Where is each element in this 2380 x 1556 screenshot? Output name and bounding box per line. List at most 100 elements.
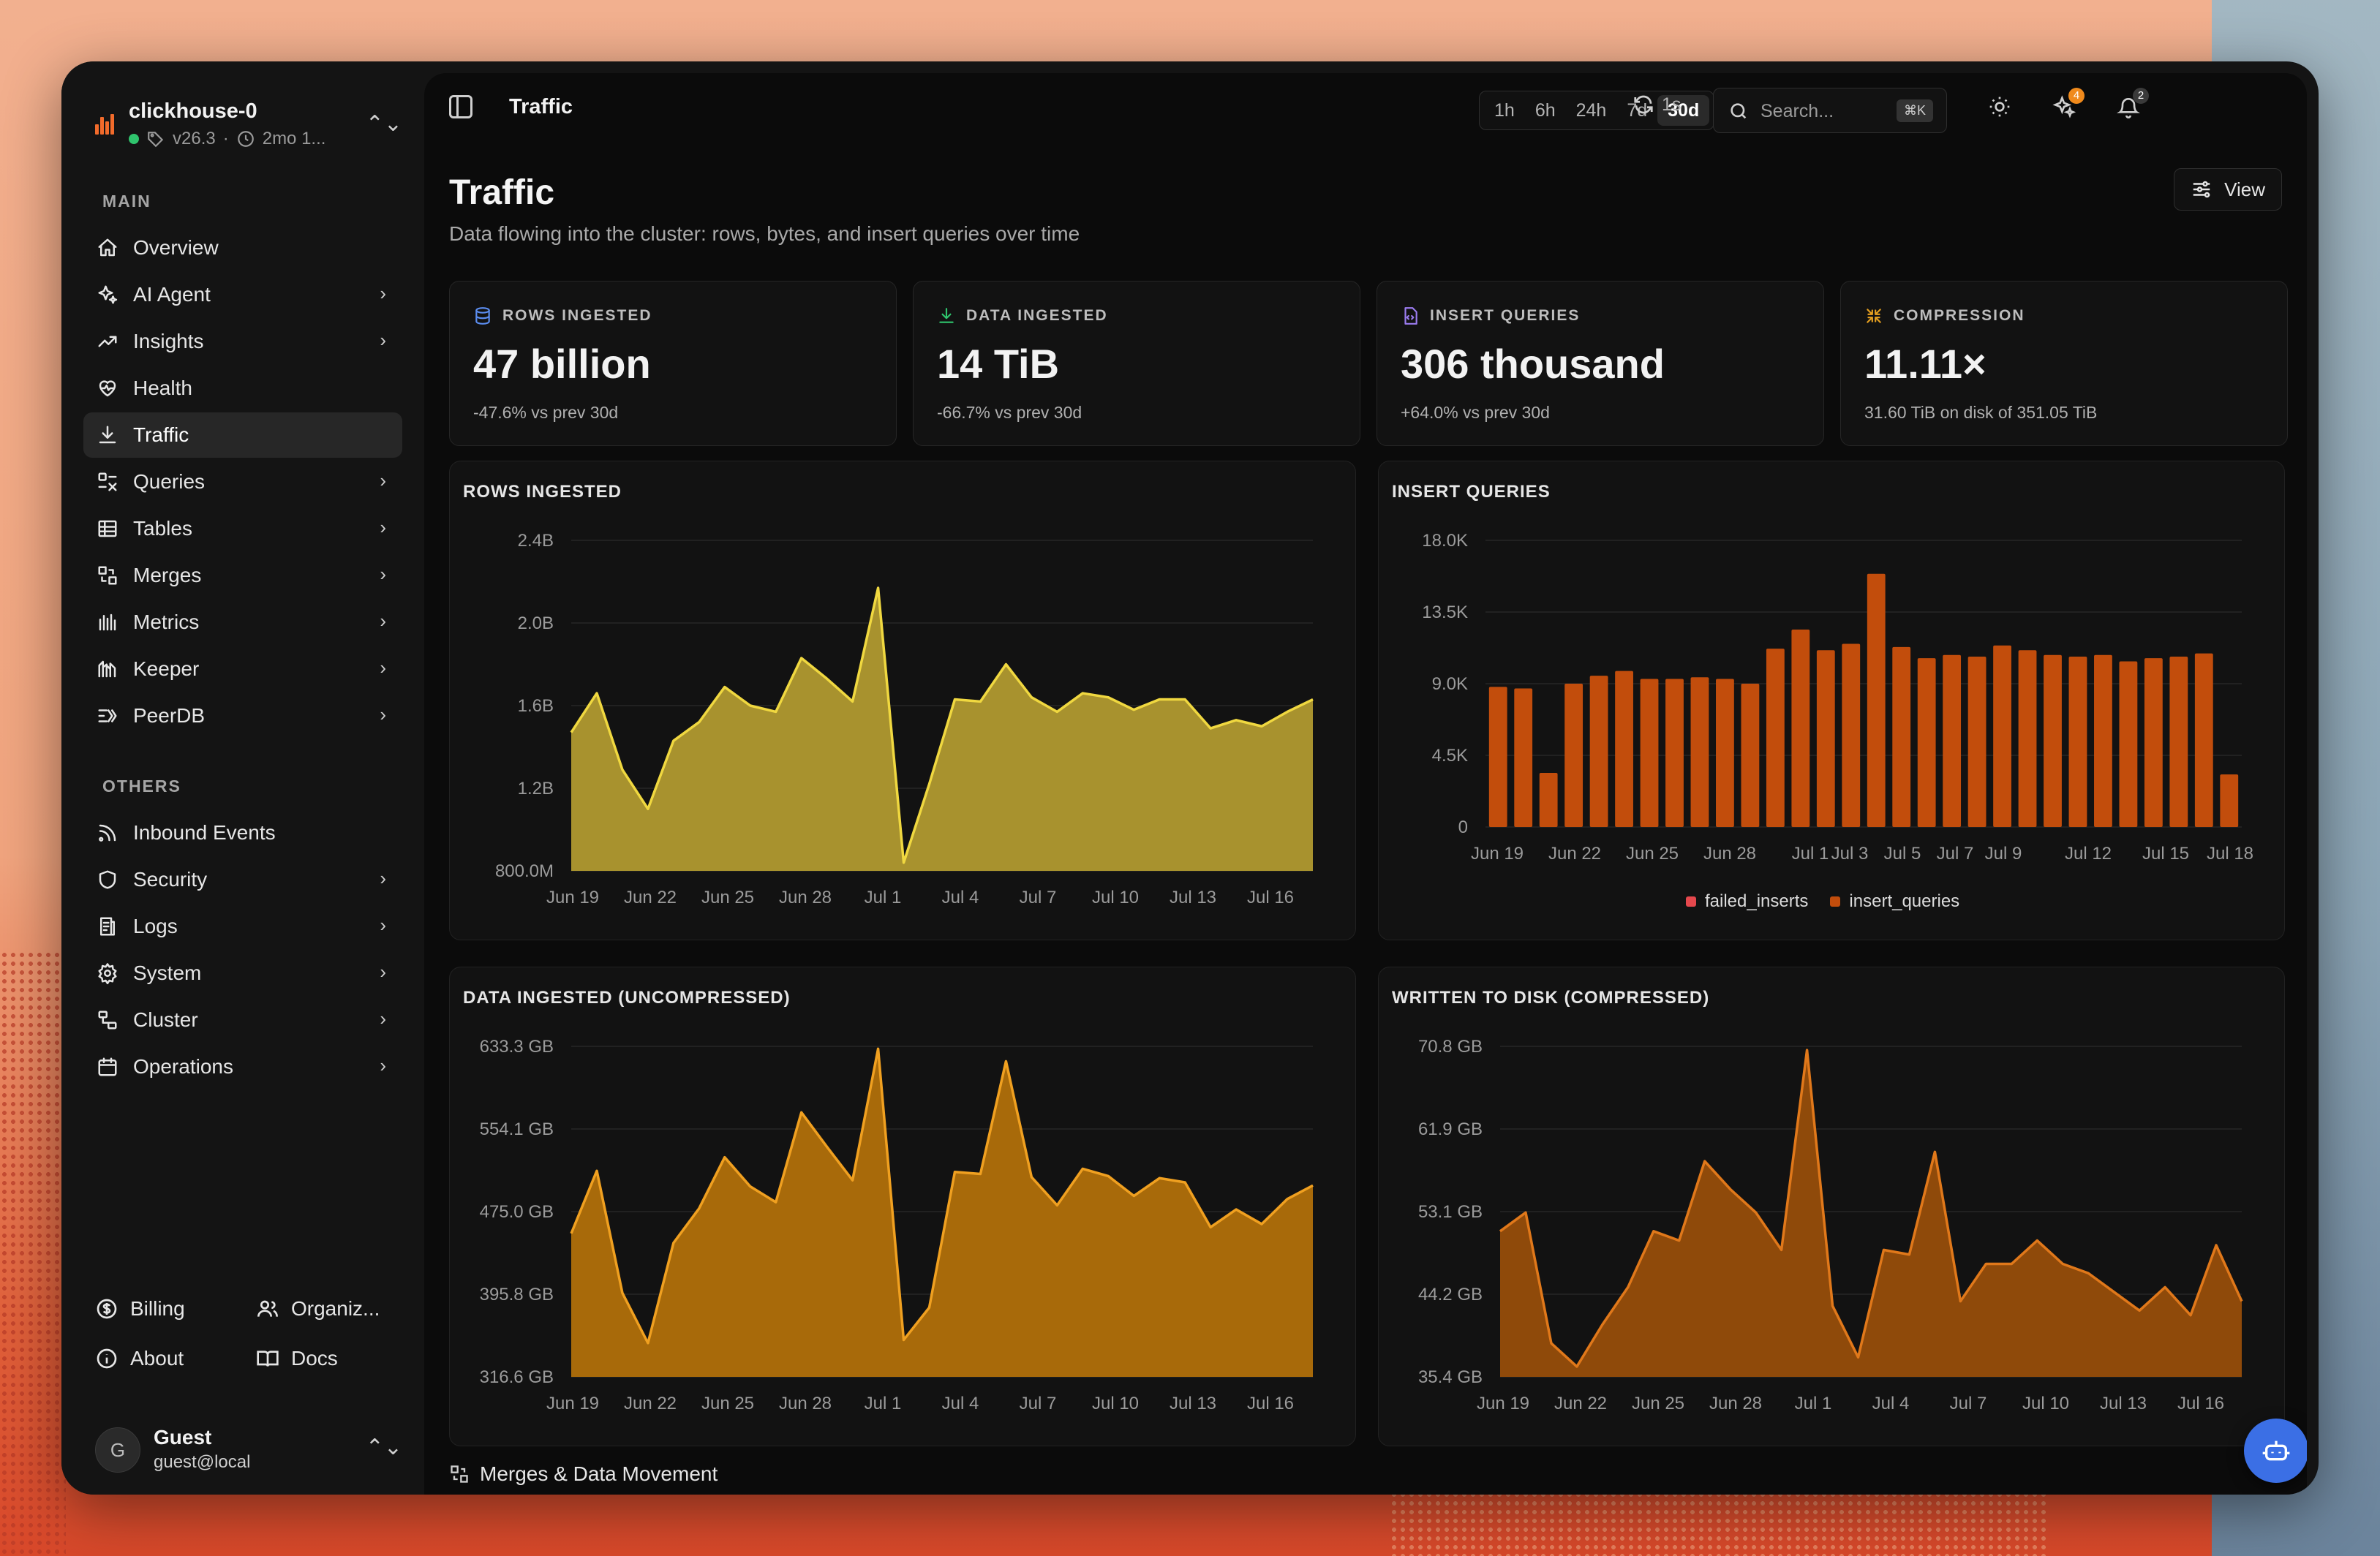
sidebar-item-label: AI Agent bbox=[133, 283, 211, 306]
chevron-right-icon: › bbox=[380, 563, 386, 585]
auto-refresh-button[interactable]: 1s bbox=[1633, 94, 1681, 116]
sidebar-item-keeper[interactable]: Keeper › bbox=[83, 646, 402, 692]
y-tick-label: 13.5K bbox=[1422, 603, 1468, 622]
peerdb-icon bbox=[98, 709, 117, 722]
bar-insert-queries[interactable] bbox=[1514, 688, 1533, 827]
range-option-1h[interactable]: 1h bbox=[1494, 100, 1515, 121]
x-tick-label: Jul 13 bbox=[2100, 1394, 2147, 1413]
bar-insert-queries[interactable] bbox=[1564, 684, 1583, 827]
bar-insert-queries[interactable] bbox=[1993, 645, 2011, 827]
x-tick-label: Jul 13 bbox=[1170, 1394, 1216, 1413]
stat-delta: 31.60 TiB on disk of 351.05 TiB bbox=[1864, 403, 2098, 422]
sidebar-item-cluster[interactable]: Cluster › bbox=[83, 997, 402, 1043]
x-tick-label: Jun 28 bbox=[1709, 1394, 1762, 1413]
y-tick-label: 70.8 GB bbox=[1418, 1037, 1483, 1057]
bar-insert-queries[interactable] bbox=[1716, 679, 1734, 827]
docs-link[interactable]: Docs bbox=[256, 1347, 338, 1370]
sidebar-item-overview[interactable]: Overview bbox=[83, 225, 402, 271]
x-tick-label: Jul 7 bbox=[1937, 844, 1974, 864]
bell-icon bbox=[2117, 98, 2140, 118]
main-content: Traffic 1h 6h 24h 7d 30d 1s Search... ⌘K 4 2 bbox=[424, 73, 2307, 1495]
bar-insert-queries[interactable] bbox=[1615, 671, 1633, 827]
view-options-button[interactable]: View bbox=[2174, 168, 2282, 211]
range-option-30d[interactable]: 30d bbox=[1657, 95, 1710, 126]
user-menu[interactable]: G Guest guest@local ⌃⌄ bbox=[95, 1421, 402, 1474]
bar-insert-queries[interactable] bbox=[1589, 676, 1608, 827]
x-tick-label: Jul 16 bbox=[1247, 888, 1294, 907]
bar-insert-queries[interactable] bbox=[1539, 772, 1558, 827]
users-icon bbox=[257, 1300, 278, 1317]
ai-agent-button[interactable]: 4 bbox=[2049, 88, 2085, 121]
bar-insert-queries[interactable] bbox=[1640, 679, 1659, 827]
range-option-6h[interactable]: 6h bbox=[1534, 100, 1556, 121]
sidebar-item-tables[interactable]: Tables › bbox=[83, 506, 402, 551]
main-nav: Overview AI Agent › Insights › Health Traffic Q… bbox=[83, 225, 402, 740]
sidebar-item-logs[interactable]: Logs › bbox=[83, 904, 402, 949]
bar-insert-queries[interactable] bbox=[1867, 573, 1886, 827]
sidebar-item-operations[interactable]: Operations › bbox=[83, 1044, 402, 1089]
merges-section-header[interactable]: Merges & Data Movement bbox=[449, 1462, 718, 1486]
x-tick-label: Jul 9 bbox=[1985, 844, 2022, 864]
insert-queries-chart: 0 4.5K 9.0K 13.5K 18.0K Jun 19 Jun 22 Jun 25 Jun… bbox=[1422, 531, 2253, 864]
bar-insert-queries[interactable] bbox=[2068, 656, 2087, 827]
legend-item-insert-queries[interactable]: insert_queries bbox=[1830, 891, 1959, 912]
bar-insert-queries[interactable] bbox=[1892, 646, 1911, 827]
sun-icon bbox=[1989, 97, 2010, 117]
ai-assistant-fab[interactable] bbox=[2244, 1419, 2307, 1483]
about-link[interactable]: About bbox=[95, 1347, 184, 1370]
bar-insert-queries[interactable] bbox=[1665, 679, 1684, 827]
sidebar-item-health[interactable]: Health bbox=[83, 366, 402, 411]
bar-insert-queries[interactable] bbox=[1488, 687, 1507, 827]
series-line[interactable] bbox=[1499, 1049, 2243, 1368]
bar-insert-queries[interactable] bbox=[1816, 650, 1835, 827]
stat-label: DATA INGESTED bbox=[966, 307, 1108, 324]
search-input[interactable]: Search... ⌘K bbox=[1713, 88, 1947, 133]
legend-item-failed-inserts[interactable]: failed_inserts bbox=[1686, 891, 1808, 912]
section-label-main: MAIN bbox=[102, 192, 151, 211]
billing-link[interactable]: Billing bbox=[95, 1297, 185, 1321]
bar-insert-queries[interactable] bbox=[2144, 658, 2163, 827]
bar-insert-queries[interactable] bbox=[1943, 654, 1962, 827]
sidebar-item-insights[interactable]: Insights › bbox=[83, 319, 402, 364]
sidebar-item-security[interactable]: Security › bbox=[83, 857, 402, 902]
chevron-right-icon: › bbox=[380, 1008, 386, 1030]
bar-insert-queries[interactable] bbox=[1741, 684, 1760, 827]
series-line[interactable] bbox=[570, 1047, 1314, 1345]
bar-insert-queries[interactable] bbox=[1791, 629, 1810, 827]
bar-insert-queries[interactable] bbox=[2094, 654, 2112, 827]
bar-insert-queries[interactable] bbox=[1967, 656, 1987, 827]
sidebar-item-label: Merges bbox=[133, 564, 202, 586]
sidebar-item-merges[interactable]: Merges › bbox=[83, 553, 402, 598]
sidebar-item-metrics[interactable]: Metrics › bbox=[83, 600, 402, 645]
notifications-button[interactable]: 2 bbox=[2114, 88, 2149, 121]
bar-insert-queries[interactable] bbox=[2220, 774, 2239, 827]
stat-delta: -47.6% vs prev 30d bbox=[473, 403, 619, 422]
sidebar-item-traffic[interactable]: Traffic bbox=[83, 412, 402, 458]
bar-insert-queries[interactable] bbox=[2169, 656, 2188, 827]
compress-icon bbox=[1867, 309, 1881, 323]
bar-insert-queries[interactable] bbox=[1690, 677, 1709, 827]
sidebar-item-ai-agent[interactable]: AI Agent › bbox=[83, 272, 402, 317]
x-tick-label: Jun 19 bbox=[1477, 1394, 1529, 1413]
series-line[interactable] bbox=[570, 586, 1314, 864]
chart-legend: failed_inserts insert_queries bbox=[1686, 891, 1959, 912]
bar-insert-queries[interactable] bbox=[1917, 658, 1936, 827]
bar-insert-queries[interactable] bbox=[2044, 654, 2062, 827]
bar-insert-queries[interactable] bbox=[2018, 650, 2037, 827]
sidebar-item-label: Keeper bbox=[133, 657, 200, 680]
bar-insert-queries[interactable] bbox=[1842, 643, 1861, 827]
sidebar-item-queries[interactable]: Queries › bbox=[83, 459, 402, 505]
bar-insert-queries[interactable] bbox=[1766, 649, 1785, 827]
cluster-switcher[interactable]: clickhouse-0 v26.3 · 2mo 1... ⌃⌄ bbox=[95, 98, 402, 156]
bar-insert-queries[interactable] bbox=[2194, 653, 2213, 827]
range-option-24h[interactable]: 24h bbox=[1575, 100, 1607, 121]
organization-link[interactable]: Organiz... bbox=[256, 1297, 380, 1321]
sidebar-item-inbound-events[interactable]: Inbound Events bbox=[83, 810, 402, 856]
sidebar-item-system[interactable]: System › bbox=[83, 951, 402, 996]
bar-insert-queries[interactable] bbox=[2119, 661, 2138, 827]
sidebar-toggle-icon[interactable] bbox=[449, 95, 472, 118]
theme-toggle-button[interactable] bbox=[1985, 92, 2014, 121]
sidebar-item-peerdb[interactable]: PeerDB › bbox=[83, 693, 402, 739]
stat-value: 306 thousand bbox=[1401, 341, 1665, 387]
x-tick-label: Jul 7 bbox=[1020, 1394, 1057, 1413]
